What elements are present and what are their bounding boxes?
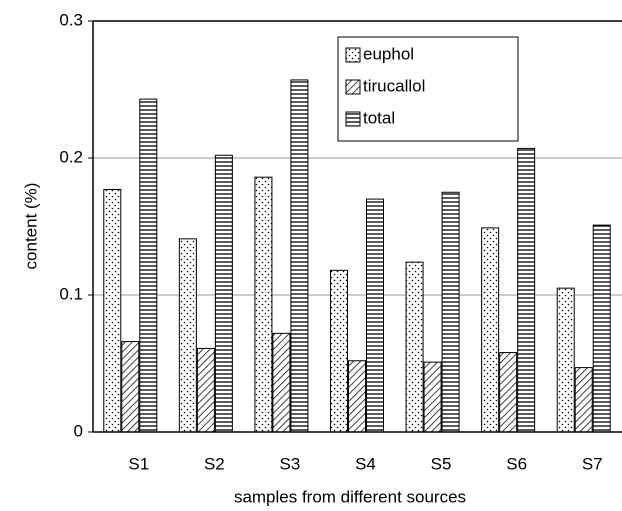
bar	[348, 360, 366, 433]
x-tick-label: S7	[582, 454, 603, 473]
bar	[499, 352, 518, 433]
x-tick-label: S6	[506, 454, 527, 473]
bar	[481, 227, 500, 433]
y-tick-label: 0.3	[59, 10, 83, 29]
legend-label: euphol	[363, 44, 414, 63]
legend-label: tirucallol	[363, 76, 425, 95]
bar	[405, 261, 424, 433]
bar	[423, 361, 442, 433]
x-tick-label: S1	[128, 454, 149, 473]
bar	[290, 79, 309, 433]
bar	[139, 98, 158, 433]
bar	[366, 198, 384, 433]
legend-swatch	[345, 111, 361, 127]
bar	[517, 147, 536, 433]
legend-box	[337, 36, 519, 142]
bar	[214, 154, 233, 433]
y-axis-title: content (%)	[21, 183, 40, 270]
bar	[574, 367, 593, 433]
bar	[330, 269, 348, 433]
bar	[272, 332, 291, 433]
bar	[556, 287, 575, 433]
bar	[254, 176, 273, 433]
y-tick-label: 0.2	[59, 147, 83, 166]
x-tick-label: S4	[355, 454, 376, 473]
y-tick-label: 0.1	[59, 284, 83, 303]
bar	[121, 341, 140, 433]
bar	[196, 347, 215, 433]
legend-label: total	[363, 108, 395, 127]
legend-swatch	[345, 79, 361, 95]
bar	[592, 224, 611, 433]
bar	[178, 238, 197, 433]
legend-swatch	[345, 47, 361, 63]
y-tick-label: 0	[74, 421, 83, 440]
bar	[441, 191, 460, 433]
x-tick-label: S3	[280, 454, 301, 473]
x-tick-label: S2	[204, 454, 225, 473]
x-tick-label: S5	[431, 454, 452, 473]
bar	[103, 189, 122, 433]
x-axis-title: samples from different sources	[234, 487, 466, 506]
